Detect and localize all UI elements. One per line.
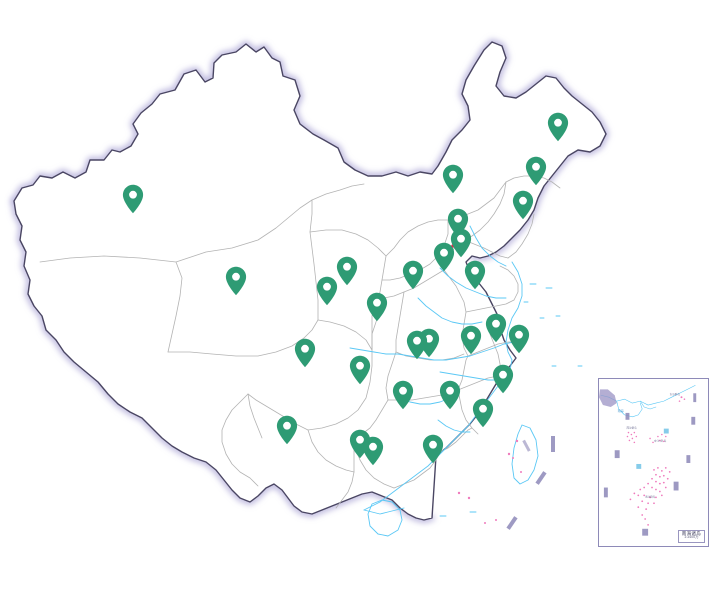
marker-guangdong-guangzhou[interactable] [422,434,444,464]
marker-jilin-changchun[interactable] [525,156,547,186]
marker-innermongolia-hohhot[interactable] [442,164,464,194]
map-pin-icon [464,260,486,290]
svg-text:南沙群岛: 南沙群岛 [645,494,656,498]
marker-shandong-jinan[interactable] [464,260,486,290]
marker-qinghai-xining[interactable] [225,266,247,296]
svg-text:西沙群岛: 西沙群岛 [626,426,637,430]
map-pin-icon [442,164,464,194]
marker-hunan-changsha[interactable] [392,380,414,410]
svg-text:中 沙 群 岛: 中 沙 群 岛 [654,438,667,442]
marker-shanxi-taiyuan[interactable] [402,260,424,290]
marker-ningxia-yinchuan[interactable] [336,256,358,286]
marker-yunnan-kunming[interactable] [276,415,298,445]
marker-jiangxi-nanchang[interactable] [439,380,461,410]
map-pin-icon [422,434,444,464]
offshore-islands [457,436,555,530]
map-pin-icon [450,228,472,258]
map-pin-icon [508,324,530,354]
marker-tianjin[interactable] [450,228,472,258]
map-pin-icon [294,338,316,368]
inset-scale-text: 1:3400万 [684,535,699,540]
map-pin-icon [276,415,298,445]
map-pin-icon [472,398,494,428]
inset-scale-label: 南海诸岛 1:3400万 [677,529,705,543]
national-border-line [13,41,607,521]
marker-guangxi-nanning[interactable] [362,436,384,466]
map-pin-icon [336,256,358,286]
map-pin-icon [406,330,428,360]
marker-liaoning-shenyang[interactable] [512,190,534,220]
map-pin-icon [492,364,514,394]
marker-jiangsu-nanjing[interactable] [485,313,507,343]
map-pin-icon [433,242,455,272]
map-pin-icon [349,355,371,385]
map-pin-icon [512,190,534,220]
map-pin-icon [485,313,507,343]
marker-heilongjiang-harbin[interactable] [547,112,569,142]
marker-anhui-hefei[interactable] [460,325,482,355]
map-pin-icon [402,260,424,290]
map-pin-icon [122,184,144,214]
map-pin-icon [547,112,569,142]
marker-shanghai[interactable] [508,324,530,354]
map-pin-icon [366,292,388,322]
south-china-sea-inset: 南海 [598,378,709,547]
svg-text:南海: 南海 [618,408,624,413]
map-pin-icon [439,380,461,410]
inset-vector-layer: 南海 [599,385,697,536]
marker-xinjiang-urumqi[interactable] [122,184,144,214]
rivers-layer [349,225,583,537]
map-pin-icon [225,266,247,296]
marker-gansu-lanzhou[interactable] [316,276,338,306]
marker-hubei-wuhan[interactable] [406,330,428,360]
map-pin-icon [460,325,482,355]
map-pin-icon [525,156,547,186]
marker-zhejiang-hangzhou[interactable] [492,364,514,394]
map-pin-icon [392,380,414,410]
map-pin-icon [316,276,338,306]
marker-hebei-shijiazhuang[interactable] [433,242,455,272]
marker-shaanxi-xian[interactable] [366,292,388,322]
province-boundaries [39,175,561,509]
marker-fujian-fuzhou[interactable] [472,398,494,428]
inset-title-text: 南海诸岛 [681,530,701,536]
svg-text:东沙群岛: 东沙群岛 [670,392,681,396]
marker-chongqing[interactable] [349,355,371,385]
marker-sichuan-chengdu[interactable] [294,338,316,368]
map-pin-icon [362,436,384,466]
